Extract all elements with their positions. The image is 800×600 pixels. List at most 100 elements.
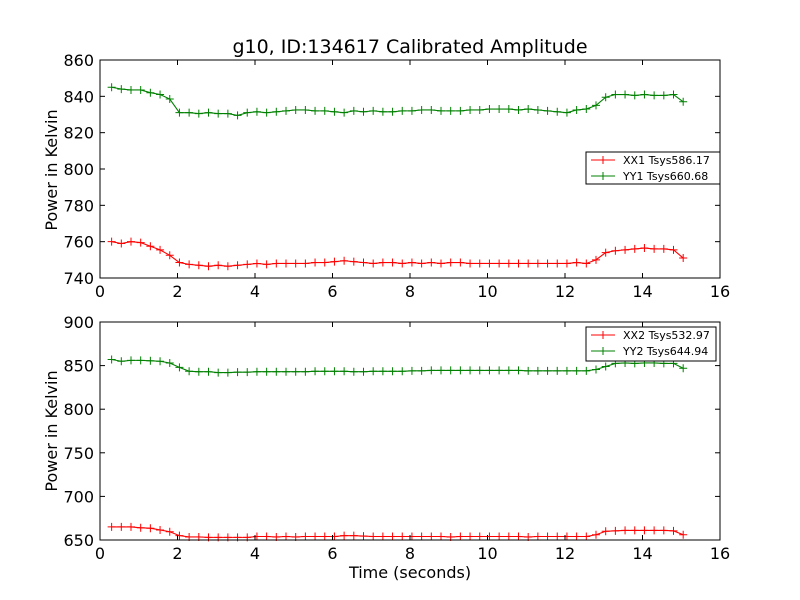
top-series-2-point	[524, 105, 533, 114]
top-series-1-point	[621, 245, 630, 254]
bottom-series-2-point	[572, 366, 581, 375]
top-y-tick-label: 860	[63, 51, 94, 70]
bottom-y-axis-label: Power in Kelvin	[42, 370, 61, 491]
top-series-2-point	[272, 107, 281, 116]
bottom-series-2-point	[165, 358, 174, 367]
bottom-plot: Power in Kelvin Time (seconds) 0 2 4 6 8 10 12…	[42, 313, 730, 582]
bottom-series-2-point	[524, 366, 533, 375]
bottom-series-2-point	[417, 366, 426, 375]
top-series-1-point	[524, 259, 533, 268]
top-series-2-point	[543, 106, 552, 115]
top-series-2-point	[553, 107, 562, 116]
bottom-series-1-point	[640, 526, 649, 535]
top-series-2-point	[572, 105, 581, 114]
top-series-1-point	[407, 258, 416, 267]
bottom-series-2-point	[466, 366, 475, 375]
top-series-1-point	[572, 258, 581, 267]
bottom-series-1-point	[485, 532, 494, 541]
top-series-1-point	[243, 260, 252, 269]
top-series-1-point	[679, 254, 688, 263]
top-series-2-point	[495, 105, 504, 114]
top-series-1-point	[475, 259, 484, 268]
top-series-2-point	[417, 105, 426, 114]
bottom-series-1-point	[330, 532, 339, 541]
top-series-2-point	[320, 106, 329, 115]
top-series-1-point	[262, 260, 271, 269]
top-series-1-point	[659, 244, 668, 253]
top-series-1-point	[514, 259, 523, 268]
bottom-series-1-point	[107, 522, 116, 531]
top-series-2-point	[640, 90, 649, 99]
top-series-2-point	[204, 108, 213, 117]
bottom-series-2-point	[369, 367, 378, 376]
top-legend-box	[585, 151, 721, 185]
bottom-series-2-point	[320, 367, 329, 376]
top-series-1-point	[495, 259, 504, 268]
top-series-2-point	[349, 106, 358, 115]
bottom-series-1-point	[504, 532, 513, 541]
bottom-series-2-point	[679, 364, 688, 373]
bottom-series-1-point	[388, 532, 397, 541]
bottom-series-2-point	[504, 366, 513, 375]
bottom-series-2-point	[485, 366, 494, 375]
bottom-series-1-point	[252, 532, 261, 541]
bottom-series-2-point	[107, 355, 116, 364]
top-series-1-point	[223, 262, 232, 271]
bottom-series-1-point	[359, 532, 368, 541]
bottom-series-1-point	[495, 532, 504, 541]
top-series-2-point	[194, 109, 203, 118]
top-series-2-point	[514, 105, 523, 114]
top-x-tick-label: 8	[405, 282, 415, 301]
top-series-2-point	[127, 85, 135, 94]
bottom-series-2-point	[117, 357, 126, 366]
top-series-2-point	[359, 107, 368, 116]
bottom-series-2-point	[533, 366, 542, 375]
top-series-2-point	[233, 111, 242, 120]
top-y-tick-label: 780	[63, 196, 94, 215]
bottom-series-2-point	[282, 367, 290, 376]
top-series-2-point	[185, 108, 194, 117]
bottom-series-2-point	[291, 367, 300, 376]
top-series-1-point	[446, 258, 455, 267]
bottom-series-2-point	[272, 367, 281, 376]
top-series-2-point	[311, 106, 320, 115]
top-x-tick-label: 16	[710, 282, 730, 301]
top-series-2-point	[427, 105, 436, 114]
bottom-x-tick-label: 8	[405, 544, 415, 563]
bottom-series-1-point	[146, 524, 155, 533]
top-series-1-point	[378, 258, 387, 267]
bottom-series-2-point	[553, 366, 562, 375]
bottom-series-2-point	[175, 363, 184, 372]
top-series-2-point	[291, 105, 300, 114]
top-series-2-point	[407, 106, 416, 115]
bottom-series-1-point	[407, 532, 416, 541]
bottom-series-2-point	[562, 366, 571, 375]
top-y-tick-label: 800	[63, 160, 94, 179]
bottom-series-1-point	[417, 532, 426, 541]
top-series-1-point	[543, 259, 552, 268]
bottom-series-2-point	[592, 365, 600, 374]
top-series-1-point	[388, 258, 397, 267]
top-series-2-point	[650, 91, 659, 100]
bottom-series-2-point	[427, 366, 436, 375]
top-series-1-point	[437, 259, 445, 268]
top-series-2-point	[340, 108, 349, 117]
bottom-series-1-point	[592, 530, 600, 539]
top-series-1-point	[136, 238, 145, 247]
top-series-1-point	[301, 259, 310, 268]
bottom-series-1-point	[572, 532, 581, 541]
bottom-series-1-point	[562, 532, 571, 541]
top-series-1-point	[533, 259, 542, 268]
top-series-1-point	[592, 255, 600, 264]
bottom-series-1-point	[320, 532, 329, 541]
top-series-1-point	[146, 242, 155, 251]
bottom-x-tick-label: 14	[632, 544, 652, 563]
bottom-series-2-point	[252, 367, 261, 376]
bottom-x-tick-label: 0	[95, 544, 105, 563]
top-series-2-point	[630, 91, 639, 100]
top-series-2-point	[175, 108, 184, 117]
top-series-2-point	[223, 109, 232, 118]
top-series-2-point	[582, 105, 591, 114]
bottom-series-2-point	[407, 366, 416, 375]
